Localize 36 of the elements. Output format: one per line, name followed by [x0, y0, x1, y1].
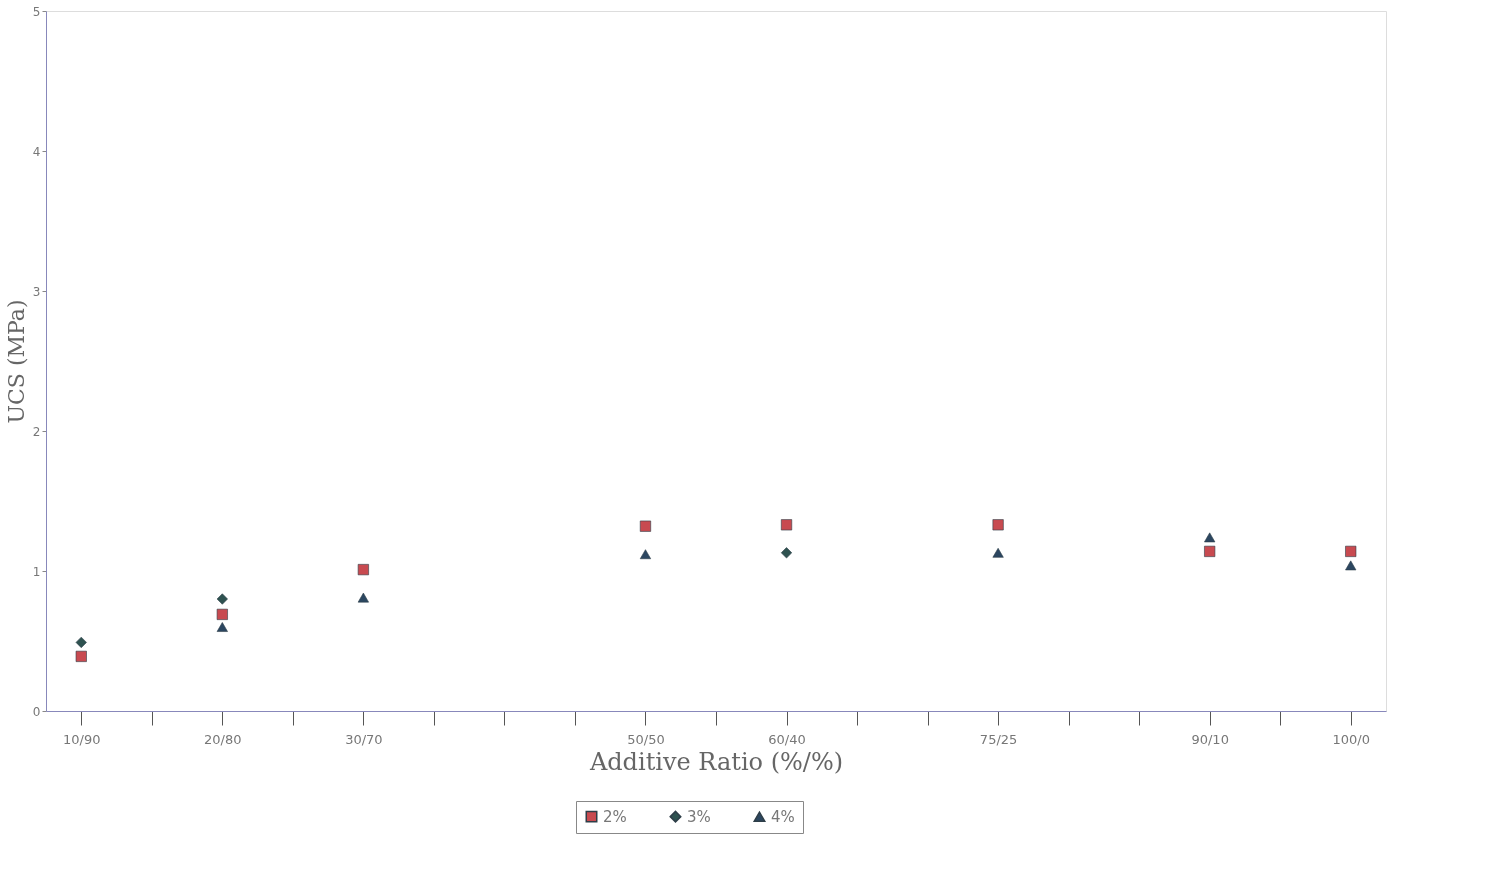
point [780, 519, 793, 531]
x-tick-label: 60/40 [768, 731, 806, 747]
point [1204, 532, 1216, 543]
point [216, 593, 228, 605]
point [1204, 545, 1216, 557]
point [639, 549, 652, 560]
x-tick-label: 90/10 [1191, 731, 1229, 747]
point [75, 650, 87, 662]
point [357, 564, 369, 576]
point [75, 636, 87, 648]
y-axis-title: UCS (MPa) [3, 299, 29, 424]
x-tick-label: 100/0 [1332, 731, 1370, 747]
point [216, 622, 228, 632]
x-tick-label: 30/70 [345, 731, 383, 747]
legend-label: 3% [687, 807, 711, 826]
point [1345, 560, 1357, 571]
x-axis-title: Additive Ratio (%/%) [588, 747, 844, 776]
legend-label: 2% [603, 807, 627, 826]
point [1345, 545, 1357, 557]
point [639, 520, 652, 532]
y-tick-label: 1 [32, 564, 41, 579]
y-tick-label: 2 [32, 424, 41, 439]
point [216, 608, 228, 620]
point [992, 519, 1004, 531]
y-tick-label: 5 [32, 4, 41, 19]
point [357, 592, 369, 603]
y-tick-label: 4 [32, 144, 41, 159]
point [992, 547, 1004, 558]
y-tick-label: 0 [32, 704, 41, 719]
y-tick-label: 3 [32, 284, 41, 299]
x-tick-label: 50/50 [627, 731, 665, 747]
x-tick-label: 75/25 [979, 731, 1018, 747]
x-tick-label: 10/90 [63, 731, 101, 747]
x-tick-label: 20/80 [204, 731, 242, 747]
legend-label: 4% [771, 807, 795, 826]
point [780, 547, 793, 559]
